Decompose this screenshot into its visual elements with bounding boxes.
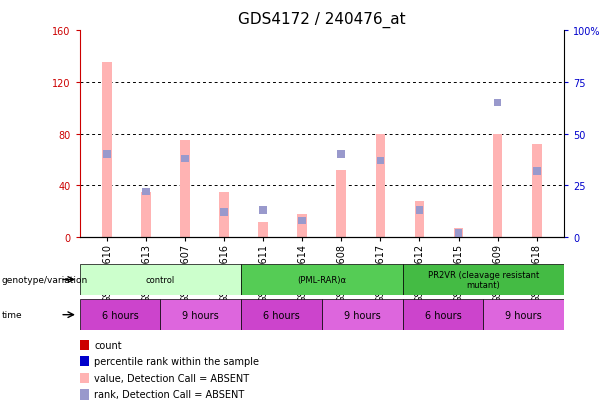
- Bar: [297, 214, 307, 237]
- Text: (PML-RAR)α: (PML-RAR)α: [297, 275, 346, 284]
- Text: 6 hours: 6 hours: [263, 310, 300, 320]
- Bar: [258, 222, 268, 237]
- Bar: [259, 207, 267, 214]
- Bar: [181, 155, 189, 163]
- Bar: [322, 299, 403, 330]
- Bar: [416, 207, 424, 214]
- Bar: [180, 141, 190, 237]
- Bar: [241, 264, 403, 295]
- Bar: [219, 192, 229, 237]
- Bar: [533, 168, 541, 175]
- Bar: [80, 264, 241, 295]
- Text: control: control: [146, 275, 175, 284]
- Text: PR2VR (cleavage resistant
mutant): PR2VR (cleavage resistant mutant): [428, 270, 539, 290]
- Text: genotype/variation: genotype/variation: [2, 275, 88, 284]
- Bar: [141, 192, 151, 237]
- Bar: [454, 228, 463, 237]
- Bar: [531, 145, 541, 237]
- Bar: [337, 170, 346, 237]
- Bar: [337, 151, 345, 159]
- Title: GDS4172 / 240476_at: GDS4172 / 240476_at: [238, 12, 406, 28]
- Bar: [455, 230, 462, 237]
- Bar: [161, 299, 241, 330]
- Text: time: time: [2, 311, 23, 319]
- Text: 9 hours: 9 hours: [344, 310, 381, 320]
- Bar: [376, 157, 384, 165]
- Text: value, Detection Call = ABSENT: value, Detection Call = ABSENT: [94, 373, 249, 383]
- Text: percentile rank within the sample: percentile rank within the sample: [94, 356, 259, 366]
- Bar: [403, 264, 564, 295]
- Text: 9 hours: 9 hours: [505, 310, 542, 320]
- Text: 6 hours: 6 hours: [102, 310, 139, 320]
- Text: rank, Detection Call = ABSENT: rank, Detection Call = ABSENT: [94, 389, 245, 399]
- Bar: [103, 151, 111, 159]
- Bar: [483, 299, 564, 330]
- Bar: [102, 63, 112, 237]
- Bar: [299, 217, 306, 225]
- Text: count: count: [94, 340, 122, 350]
- Bar: [376, 134, 386, 237]
- Bar: [493, 134, 503, 237]
- Bar: [403, 299, 483, 330]
- Text: 9 hours: 9 hours: [183, 310, 219, 320]
- Text: 6 hours: 6 hours: [425, 310, 461, 320]
- Bar: [220, 209, 228, 216]
- Bar: [241, 299, 322, 330]
- Bar: [493, 100, 501, 107]
- Bar: [80, 299, 161, 330]
- Bar: [414, 202, 424, 237]
- Bar: [142, 188, 150, 196]
